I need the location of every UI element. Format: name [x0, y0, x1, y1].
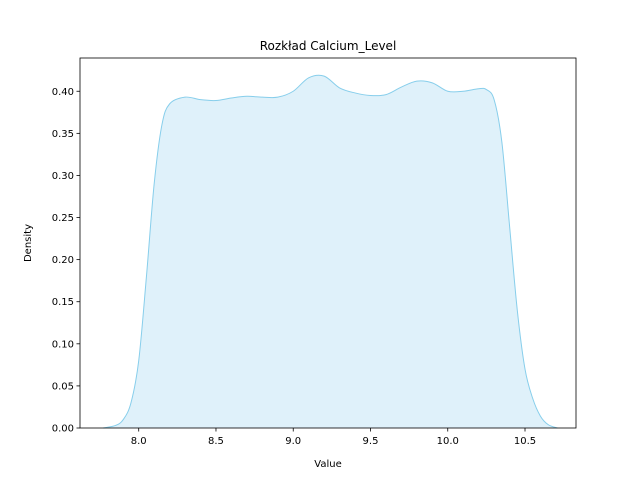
x-tick-label: 9.0 — [285, 436, 301, 447]
y-tick-label: 0.25 — [52, 213, 74, 224]
y-tick-label: 0.30 — [52, 171, 74, 182]
x-axis-ticks: 8.0 8.5 9.0 9.5 10.0 10.5 — [131, 428, 536, 447]
y-axis-ticks: 0.00 0.05 0.10 0.15 0.20 0.25 0.30 0.35 0.40 — [52, 87, 80, 435]
y-tick-label: 0.05 — [52, 381, 74, 392]
y-tick-label: 0.00 — [52, 424, 74, 435]
plot-area — [103, 74, 558, 429]
y-axis-title: Density — [23, 224, 34, 262]
x-tick-label: 9.5 — [363, 436, 379, 447]
y-tick-label: 0.35 — [52, 129, 74, 140]
x-tick-label: 8.5 — [208, 436, 224, 447]
density-area-fill — [103, 75, 558, 429]
plot-frame — [79, 57, 577, 429]
y-tick-label: 0.40 — [52, 87, 74, 98]
y-tick-label: 0.20 — [52, 255, 74, 266]
x-tick-label: 10.5 — [514, 436, 536, 447]
x-tick-label: 10.0 — [437, 436, 459, 447]
x-tick-label: 8.0 — [131, 436, 147, 447]
density-curve-line — [103, 74, 558, 429]
chart-title: Rozkład Calcium_Level — [260, 39, 397, 53]
x-axis-title: Value — [314, 459, 341, 470]
y-tick-label: 0.15 — [52, 297, 74, 308]
y-tick-label: 0.10 — [52, 339, 74, 350]
